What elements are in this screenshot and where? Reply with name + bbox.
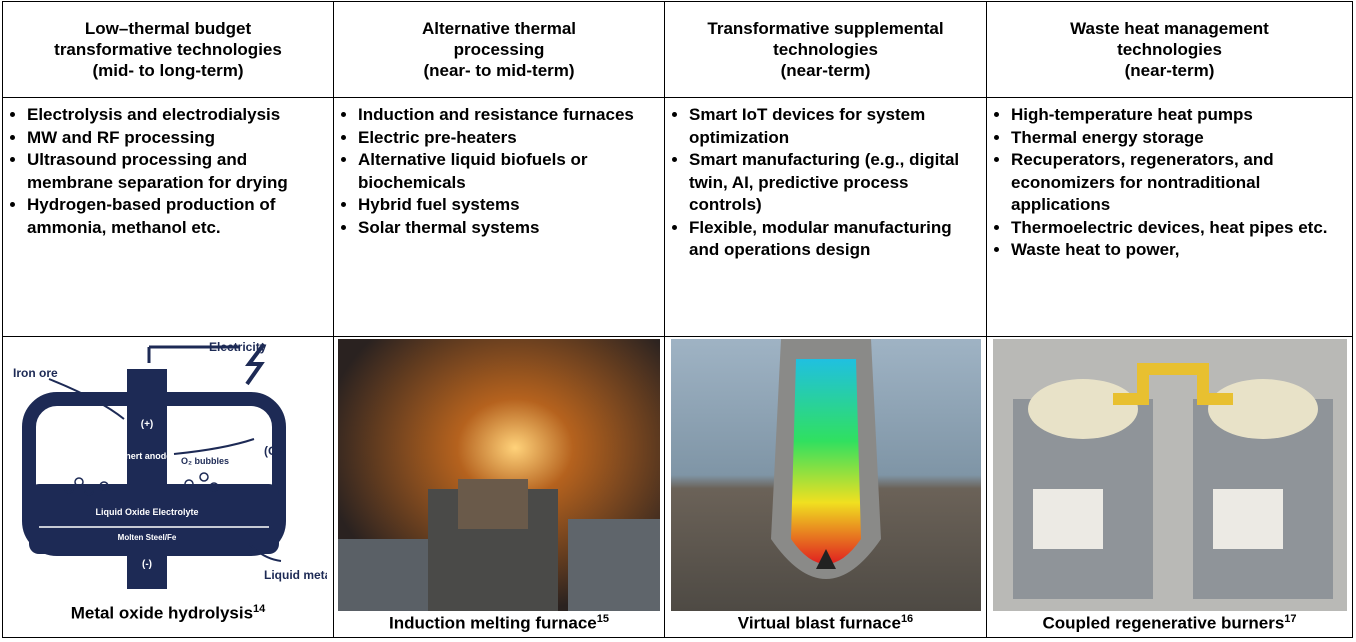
bullet-cell: Induction and resistance furnacesElectri… (334, 98, 665, 337)
caption-text: Virtual blast furnace (738, 614, 901, 633)
bullet-item: Flexible, modular manufacturing and oper… (689, 217, 980, 262)
bullet-item: Electrolysis and electrodialysis (27, 104, 327, 127)
header-line: (near-term) (987, 60, 1352, 81)
header-line: (near-term) (665, 60, 986, 81)
diagram-label: Liquid Oxide Electrolyte (95, 507, 198, 517)
diagram: Electricity Iron ore (+) Inert anode O₂ … (9, 339, 327, 601)
header-line: Low–thermal budget (3, 18, 333, 39)
photo (338, 339, 660, 611)
bullet-item: Thermal energy storage (1011, 127, 1346, 150)
bullet-item: High-temperature heat pumps (1011, 104, 1346, 127)
bullet-list: Electrolysis and electrodialysisMW and R… (3, 104, 333, 239)
bullet-list: Induction and resistance furnacesElectri… (334, 104, 664, 239)
header-line: Waste heat management (987, 18, 1352, 39)
bullet-item: Smart manufacturing (e.g., digital twin,… (689, 149, 980, 217)
bullet-cell: High-temperature heat pumpsThermal energ… (987, 98, 1353, 337)
header-line: Transformative supplemental (665, 18, 986, 39)
bullet-list: High-temperature heat pumpsThermal energ… (987, 104, 1352, 262)
bullet-item: Electric pre-heaters (358, 127, 658, 150)
bullet-row: Electrolysis and electrodialysisMW and R… (3, 98, 1353, 337)
header-line: (near- to mid-term) (334, 60, 664, 81)
bullet-item: Smart IoT devices for system optimizatio… (689, 104, 980, 149)
diagram-label: Molten Steel/Fe (118, 533, 177, 542)
header-line: processing (334, 39, 664, 60)
figure-row: Electricity Iron ore (+) Inert anode O₂ … (3, 337, 1353, 638)
caption: Induction melting furnace15 (334, 613, 664, 634)
diagram-label: O₂ bubbles (181, 456, 229, 466)
header-line: technologies (665, 39, 986, 60)
figure-cell: Coupled regenerative burners17 (987, 337, 1353, 638)
diagram-label: (+) (141, 419, 154, 430)
caption: Virtual blast furnace16 (665, 613, 986, 634)
figure-cell: Virtual blast furnace16 (665, 337, 987, 638)
bullet-item: Recuperators, regenerators, and economiz… (1011, 149, 1346, 217)
figure-cell: Electricity Iron ore (+) Inert anode O₂ … (3, 337, 334, 638)
diagram-label: Liquid metal (264, 568, 327, 582)
bullet-item: Hybrid fuel systems (358, 194, 658, 217)
figure-cell: Induction melting furnace15 (334, 337, 665, 638)
bullet-cell: Electrolysis and electrodialysisMW and R… (3, 98, 334, 337)
caption: Coupled regenerative burners17 (987, 613, 1352, 634)
bullet-item: Induction and resistance furnaces (358, 104, 658, 127)
header-line: Alternative thermal (334, 18, 664, 39)
caption-text: Coupled regenerative burners (1042, 614, 1284, 633)
page: Low–thermal budgettransformative technol… (0, 0, 1356, 642)
bullet-item: Alternative liquid biofuels or biochemic… (358, 149, 658, 194)
bullet-item: Thermoelectric devices, heat pipes etc. (1011, 217, 1346, 240)
photo (671, 339, 981, 611)
caption: Metal oxide hydrolysis14 (3, 603, 333, 624)
header-line: transformative technologies (3, 39, 333, 60)
header-line: (mid- to long-term) (3, 60, 333, 81)
diagram-label: Electricity (209, 340, 267, 354)
caption-ref: 16 (901, 613, 913, 625)
bullet-item: MW and RF processing (27, 127, 327, 150)
caption-text: Induction melting furnace (389, 614, 597, 633)
caption-text: Metal oxide hydrolysis (71, 604, 253, 623)
bullet-item: Waste heat to power, (1011, 239, 1346, 262)
header-line: technologies (987, 39, 1352, 60)
caption-ref: 17 (1284, 613, 1296, 625)
caption-ref: 15 (597, 613, 609, 625)
bullet-list: Smart IoT devices for system optimizatio… (665, 104, 986, 262)
bullet-item: Ultrasound processing and membrane separ… (27, 149, 327, 194)
diagram-label: Inert anode (123, 451, 172, 461)
diagram-label: (-) (142, 559, 152, 570)
bullet-cell: Smart IoT devices for system optimizatio… (665, 98, 987, 337)
diagram-label: Iron ore (13, 366, 58, 380)
diagram-label: (O₂) (264, 444, 287, 458)
photo (993, 339, 1347, 611)
caption-ref: 14 (253, 603, 265, 615)
bullet-item: Solar thermal systems (358, 217, 658, 240)
bullet-item: Hydrogen-based production of ammonia, me… (27, 194, 327, 239)
tech-table: Low–thermal budgettransformative technol… (2, 1, 1353, 638)
